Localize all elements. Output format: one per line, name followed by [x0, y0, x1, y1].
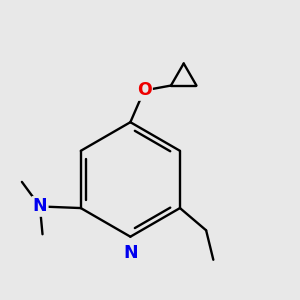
Text: N: N — [33, 197, 47, 215]
Text: O: O — [137, 82, 152, 100]
Text: N: N — [123, 244, 138, 262]
